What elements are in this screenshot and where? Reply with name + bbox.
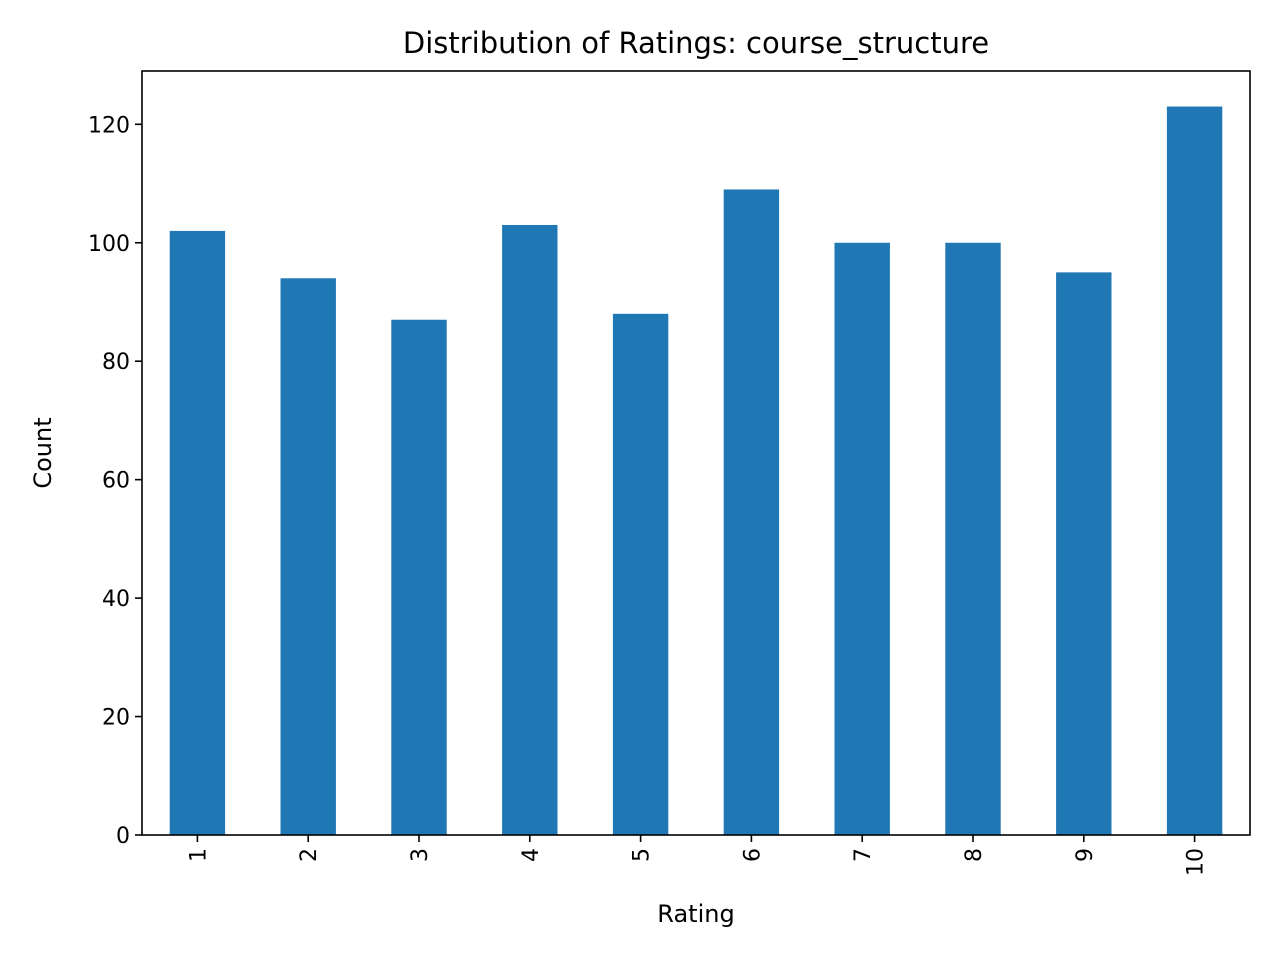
x-tick-label: 1 (186, 848, 211, 862)
y-tick-label: 120 (88, 113, 130, 138)
chart-title: Distribution of Ratings: course_structur… (403, 26, 989, 60)
x-tick-label: 8 (962, 848, 987, 862)
y-tick-label: 40 (102, 587, 130, 612)
plot-frame (141, 70, 1251, 836)
bar-rating-6 (723, 189, 780, 836)
y-tick-label: 60 (102, 469, 130, 494)
bar-rating-10 (1166, 106, 1223, 835)
x-tick-label: 2 (297, 848, 322, 862)
x-tick-label: 7 (851, 848, 876, 862)
x-tick-label: 5 (630, 848, 655, 862)
x-tick-label: 6 (740, 848, 765, 862)
x-tick-label: 9 (1073, 848, 1098, 862)
bar-rating-3 (391, 319, 447, 836)
bar-rating-1 (169, 230, 226, 835)
x-tick-label: 10 (1184, 848, 1209, 876)
bar-rating-7 (834, 242, 890, 835)
x-tick-label: 4 (519, 848, 544, 862)
y-axis: 0 20 40 60 80 100 120 (88, 113, 142, 849)
bar-rating-2 (280, 278, 336, 835)
x-tick-label: 3 (408, 848, 433, 862)
bar-rating-8 (945, 242, 1001, 835)
y-tick-label: 20 (102, 706, 130, 731)
y-tick-label: 0 (116, 824, 130, 849)
bar-rating-5 (612, 313, 669, 835)
y-tick-label: 100 (88, 232, 130, 257)
bar-rating-9 (1056, 272, 1112, 835)
y-tick-label: 80 (102, 350, 130, 375)
x-axis: 1 2 3 4 5 6 7 8 9 10 (186, 835, 1209, 876)
bar-rating-4 (502, 224, 558, 835)
bars-group (169, 106, 1223, 836)
x-axis-label: Rating (657, 900, 734, 928)
y-axis-label: Count (29, 417, 57, 488)
